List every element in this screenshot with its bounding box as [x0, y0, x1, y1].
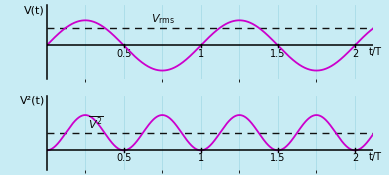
Text: 0.5: 0.5: [116, 153, 131, 163]
Text: V(t): V(t): [24, 5, 45, 15]
Text: 1: 1: [198, 49, 204, 59]
Text: t/T: t/T: [369, 152, 382, 162]
Text: 1.5: 1.5: [270, 153, 286, 163]
Text: t/T: t/T: [369, 47, 382, 57]
Text: V²(t): V²(t): [20, 96, 45, 106]
Text: 1.5: 1.5: [270, 49, 286, 59]
Text: $\overline{V^2}$: $\overline{V^2}$: [88, 114, 104, 131]
Text: 2: 2: [352, 153, 358, 163]
Text: 2: 2: [352, 49, 358, 59]
Text: 0.5: 0.5: [116, 49, 131, 59]
Text: $V_{\rm rms}$: $V_{\rm rms}$: [151, 12, 175, 26]
Text: 1: 1: [198, 153, 204, 163]
